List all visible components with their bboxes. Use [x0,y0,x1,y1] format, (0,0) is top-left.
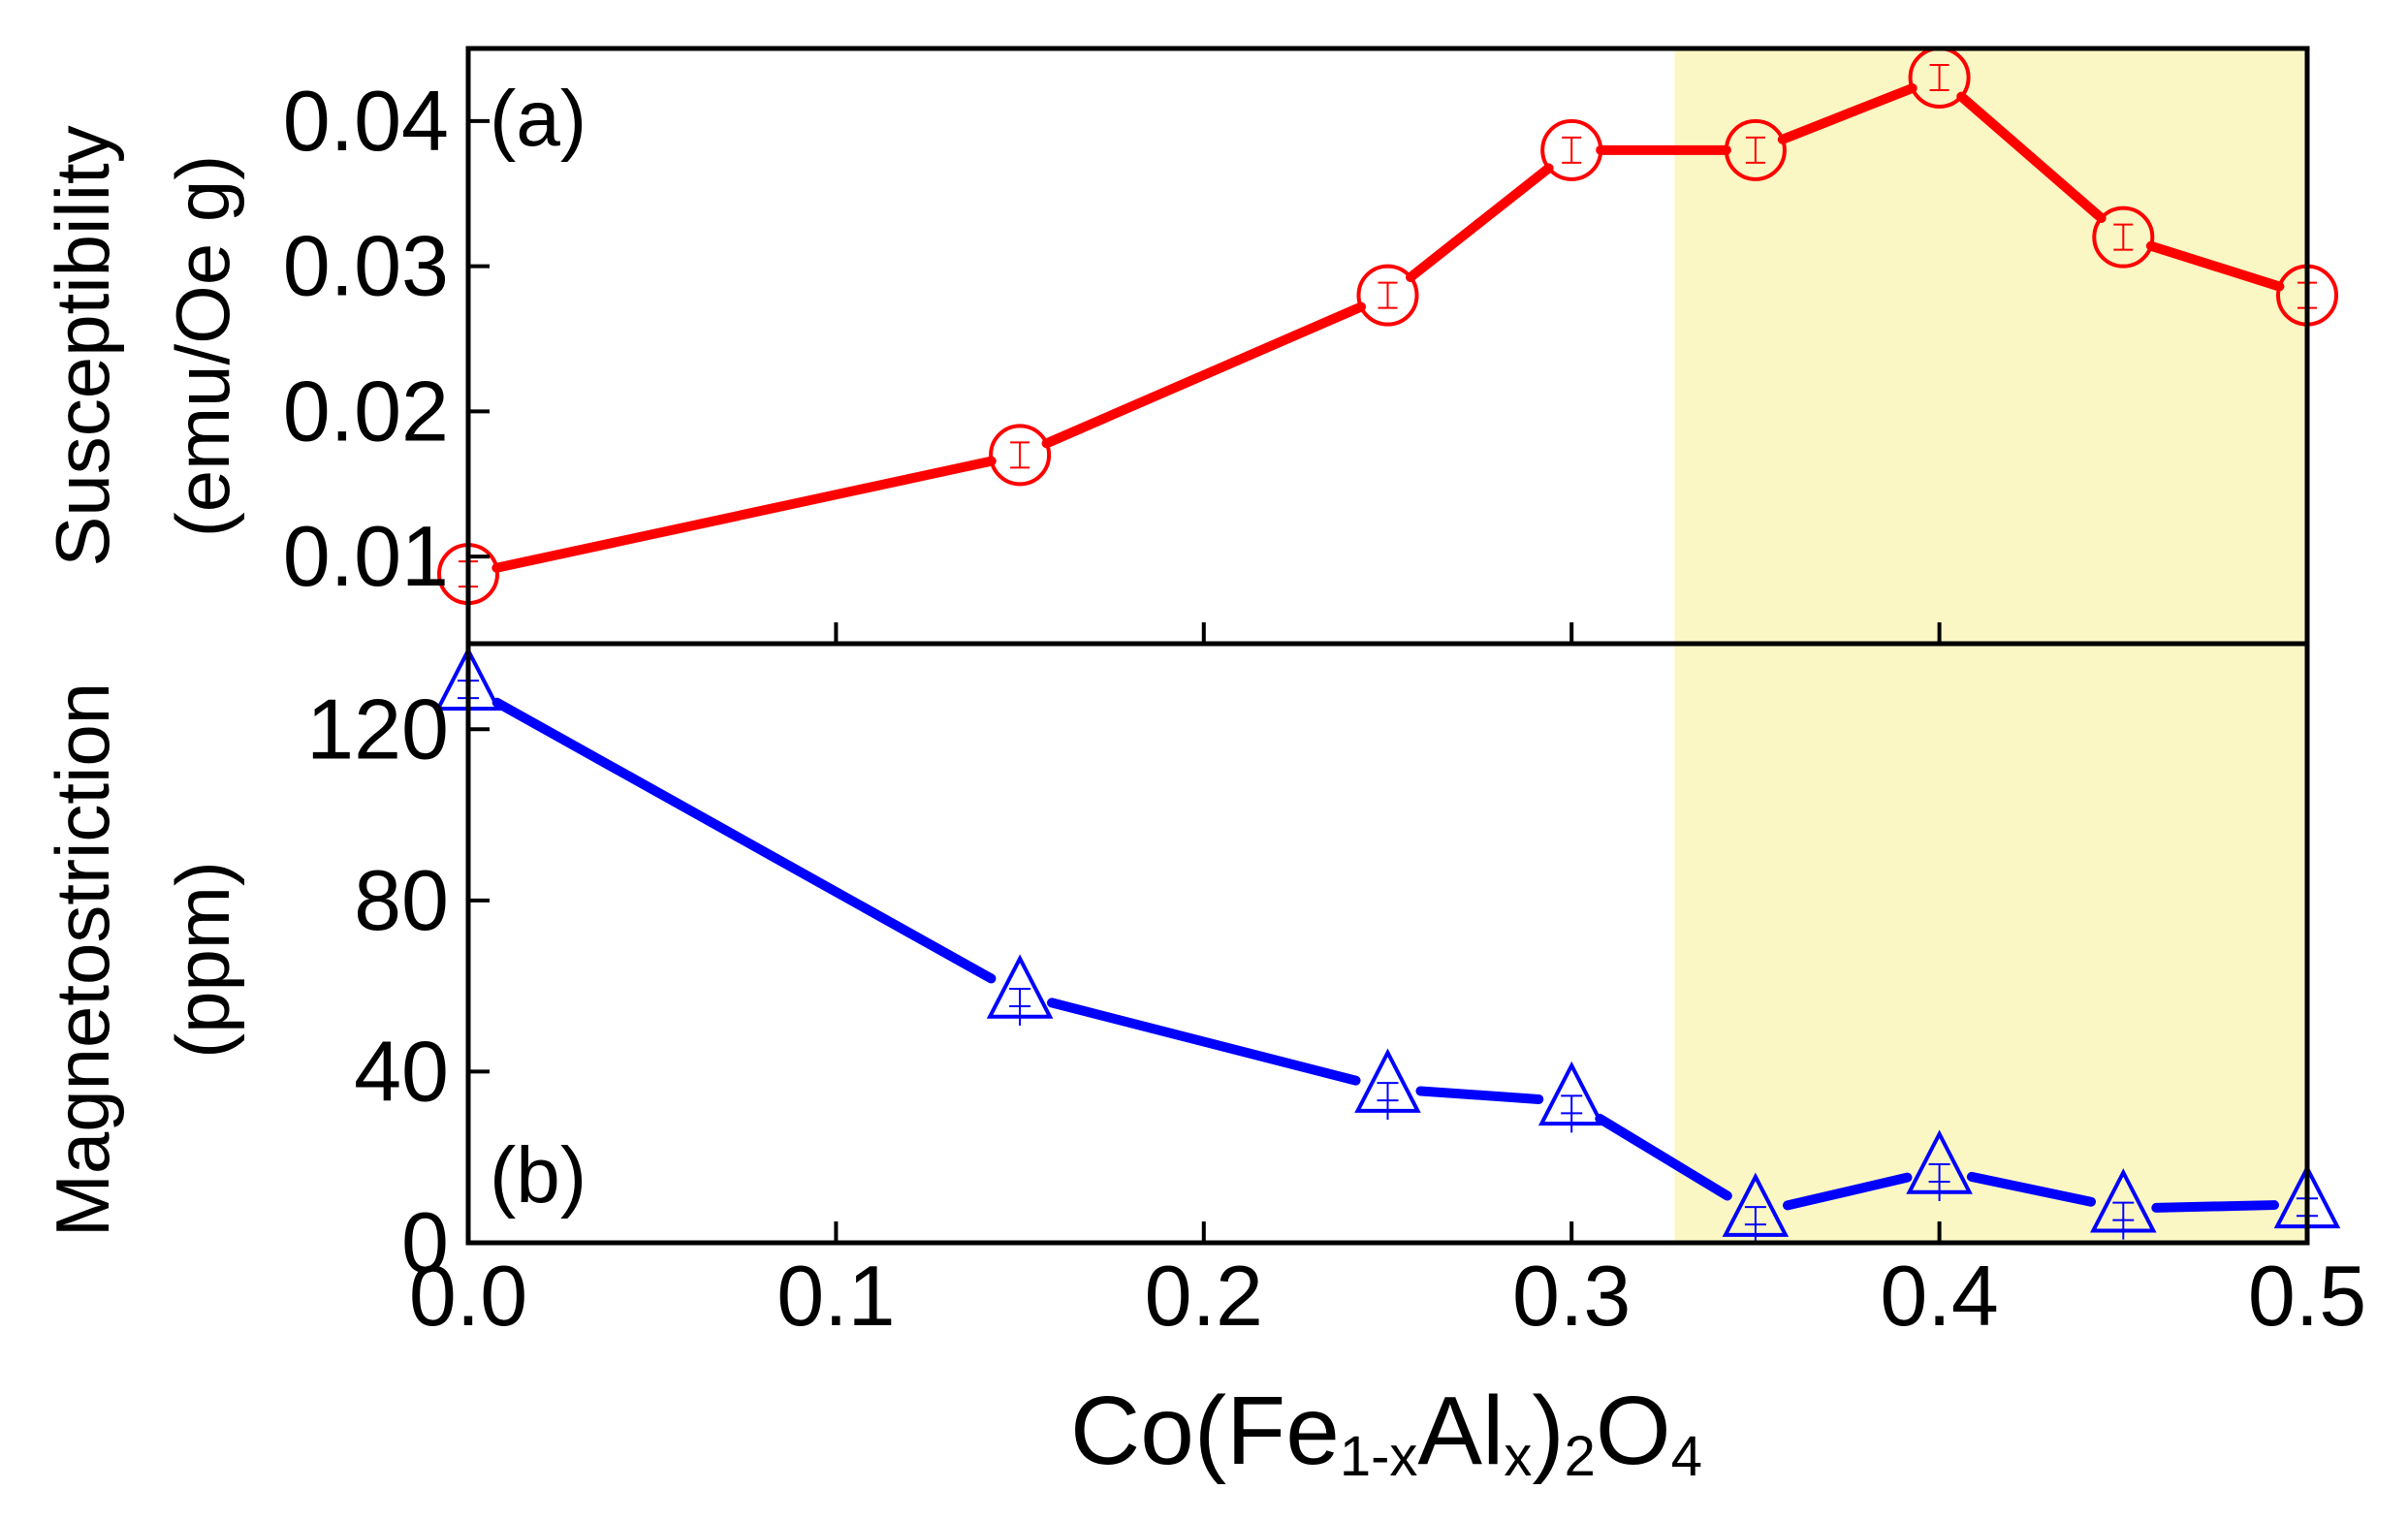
x-title-part: x [1504,1425,1532,1488]
series-line-segment-magnetostriction [491,697,997,984]
x-title-part: Co(Fe [1070,1377,1340,1485]
data-point-susceptibility [2092,206,2155,269]
x-tick-label: 0.4 [1880,1248,1998,1344]
x-tick-label: 0.2 [1145,1248,1263,1344]
y-tick-label-susceptibility: 0.01 [283,508,449,604]
x-title-part: ) [1532,1377,1564,1485]
y-tick-label-susceptibility: 0.03 [283,218,449,314]
error-bar-magnetostriction [1928,1162,1950,1201]
series-line-segment-susceptibility [1041,301,1366,449]
error-bar-susceptibility [1378,281,1398,309]
series-line-segment-susceptibility [1777,82,1917,144]
x-title-part: 2 [1565,1425,1596,1488]
x-title-part: 1-x [1340,1425,1418,1488]
x-tick-label: 0.5 [2248,1248,2366,1344]
error-bar-magnetostriction [1009,987,1031,1026]
y-axis-unit-magnetostriction: (ppm) [160,861,245,1059]
data-point-susceptibility [1356,264,1419,327]
panel-label-a: (a) [490,75,586,163]
y-axis-unit-susceptibility: (emu/Oe g) [160,155,245,537]
x-title-part: Al [1417,1377,1504,1485]
series-line-segment-magnetostriction [2151,1200,2280,1213]
y-tick-label-magnetostriction: 120 [306,681,449,776]
series-line-segment-magnetostriction [1595,1113,1732,1201]
series-line-segment-susceptibility [2145,240,2285,292]
series-line-segment-magnetostriction [1966,1171,2097,1207]
panel-label-b: (b) [490,1131,586,1220]
x-axis-title: Co(Fe1-xAlx)2O4 [1070,1377,1702,1488]
series-line-segment-susceptibility [1406,163,1554,282]
series-line-segment-susceptibility [491,456,997,573]
series-line-segment-susceptibility [1956,91,2107,224]
x-tick-label: 0.0 [409,1248,527,1344]
error-bar-susceptibility [1745,136,1765,164]
error-bar-susceptibility [1562,136,1582,164]
error-bar-magnetostriction [1744,1206,1766,1245]
series-line-segment-magnetostriction [1047,998,1361,1086]
plot-frame-bottom [465,641,2310,1246]
data-point-susceptibility [1724,118,1787,181]
series-line-segment-magnetostriction [1415,1086,1544,1104]
y-tick-label-magnetostriction: 0 [401,1194,449,1290]
series-line-segment-magnetostriction [1783,1172,1913,1211]
y-tick-label-susceptibility: 0.04 [283,73,449,169]
error-bar-magnetostriction [2112,1201,2135,1240]
y-axis-title-susceptibility: Susceptibility [40,125,125,566]
y-tick-label-magnetostriction: 80 [354,852,449,948]
data-point-susceptibility [989,424,1052,487]
error-bar-magnetostriction [1377,1082,1399,1121]
y-axis-title-magnetostriction: Magnetostriction [40,682,125,1237]
error-bar-susceptibility [2113,223,2134,251]
error-bar-susceptibility [1010,441,1030,469]
x-tick-label: 0.1 [776,1248,895,1344]
x-title-part: 4 [1671,1425,1702,1488]
error-bar-magnetostriction [1561,1094,1583,1133]
x-tick-label: 0.3 [1512,1248,1631,1344]
y-tick-label-magnetostriction: 40 [354,1023,449,1119]
y-tick-label-susceptibility: 0.02 [283,363,449,459]
data-point-susceptibility [1540,118,1603,181]
x-title-part: O [1596,1377,1671,1485]
error-bar-susceptibility [1929,63,1949,91]
